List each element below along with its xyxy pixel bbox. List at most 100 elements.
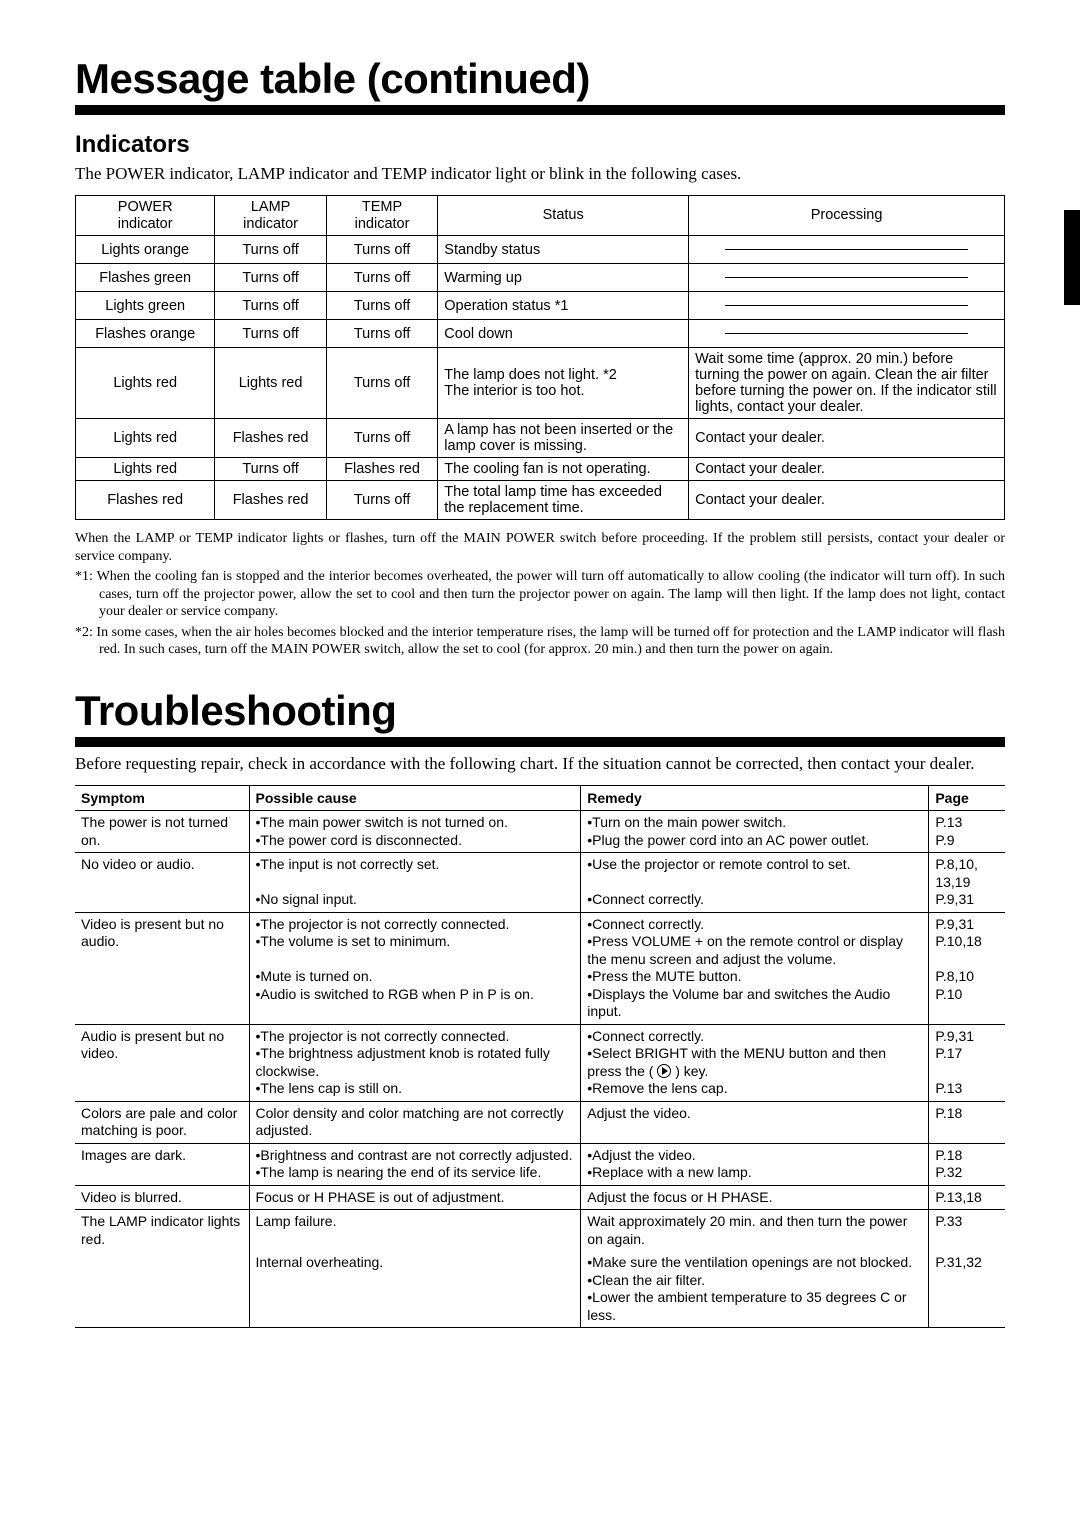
ind-processing — [689, 292, 1005, 320]
trouble-row: Video is present but no audio.•The proje… — [75, 912, 1005, 1024]
dash-line — [725, 249, 968, 250]
page-title-2: Troubleshooting — [75, 687, 1005, 747]
troubleshooting-intro: Before requesting repair, check in accor… — [75, 753, 1005, 775]
trouble-col-header: Remedy — [581, 786, 929, 811]
indicators-intro: The POWER indicator, LAMP indicator and … — [75, 163, 1005, 185]
indicators-heading: Indicators — [75, 131, 1005, 159]
note-line: *2: In some cases, when the air holes be… — [75, 624, 1005, 659]
ind-cell: Lights orange — [76, 236, 215, 264]
remedy-cell: Wait approximately 20 min. and then turn… — [581, 1210, 929, 1252]
ind-processing: Contact your dealer. — [689, 419, 1005, 458]
ind-cell: Turns off — [215, 236, 326, 264]
trouble-row: Colors are pale and color matching is po… — [75, 1101, 1005, 1143]
ind-cell: Lights red — [215, 348, 326, 419]
ind-col-header: Processing — [689, 196, 1005, 236]
ind-row: Flashes redFlashes redTurns offThe total… — [76, 481, 1005, 520]
ind-col-header: Status — [438, 196, 689, 236]
ind-status: A lamp has not been inserted or the lamp… — [438, 419, 689, 458]
ind-processing — [689, 236, 1005, 264]
ind-row: Lights orangeTurns offTurns offStandby s… — [76, 236, 1005, 264]
ind-row: Lights redTurns offFlashes redThe coolin… — [76, 458, 1005, 481]
cause-cell: Color density and color matching are not… — [249, 1101, 581, 1143]
dash-line — [725, 305, 968, 306]
ind-processing — [689, 264, 1005, 292]
trouble-row: The LAMP indicator lights red.Lamp failu… — [75, 1210, 1005, 1252]
ind-cell: Flashes red — [326, 458, 437, 481]
ind-row: Flashes orangeTurns offTurns offCool dow… — [76, 320, 1005, 348]
trouble-col-header: Possible cause — [249, 786, 581, 811]
ind-cell: Turns off — [326, 292, 437, 320]
trouble-col-header: Symptom — [75, 786, 249, 811]
indicators-table: POWERindicatorLAMPindicatorTEMPindicator… — [75, 195, 1005, 520]
page-cell: P.9,31P.10,18P.8,10P.10 — [929, 912, 1005, 1024]
ind-cell: Turns off — [215, 458, 326, 481]
ind-status: Standby status — [438, 236, 689, 264]
remedy-cell: •Use the projector or remote control to … — [581, 853, 929, 913]
symptom-cell: Audio is present but no video. — [75, 1024, 249, 1101]
note-line: When the LAMP or TEMP indicator lights o… — [75, 530, 1005, 565]
ind-processing: Contact your dealer. — [689, 481, 1005, 520]
page-cell: P.8,10,13,19P.9,31 — [929, 853, 1005, 913]
ind-col-header: LAMPindicator — [215, 196, 326, 236]
trouble-row: Video is blurred.Focus or H PHASE is out… — [75, 1185, 1005, 1210]
symptom-cell: The power is not turned on. — [75, 811, 249, 853]
side-tab — [1064, 210, 1080, 305]
remedy-cell: •Turn on the main power switch.•Plug the… — [581, 811, 929, 853]
symptom-cell — [75, 1251, 249, 1328]
cause-cell: •The main power switch is not turned on.… — [249, 811, 581, 853]
page-cell: P.18 — [929, 1101, 1005, 1143]
symptom-cell: The LAMP indicator lights red. — [75, 1210, 249, 1252]
remedy-cell: Adjust the video. — [581, 1101, 929, 1143]
page-cell: P.18P.32 — [929, 1143, 1005, 1185]
ind-status: Warming up — [438, 264, 689, 292]
page-cell: P.31,32 — [929, 1251, 1005, 1328]
remedy-cell: •Make sure the ventilation openings are … — [581, 1251, 929, 1328]
dash-line — [725, 333, 968, 334]
remedy-cell: •Connect correctly.•Press VOLUME + on th… — [581, 912, 929, 1024]
symptom-cell: No video or audio. — [75, 853, 249, 913]
symptom-cell: Video is blurred. — [75, 1185, 249, 1210]
page-cell: P.13,18 — [929, 1185, 1005, 1210]
ind-row: Lights greenTurns offTurns offOperation … — [76, 292, 1005, 320]
ind-processing — [689, 320, 1005, 348]
ind-cell: Turns off — [326, 264, 437, 292]
cause-cell: •Brightness and contrast are not correct… — [249, 1143, 581, 1185]
cause-cell: •The projector is not correctly connecte… — [249, 912, 581, 1024]
cause-cell: Lamp failure. — [249, 1210, 581, 1252]
page-title-1: Message table (continued) — [75, 55, 1005, 115]
ind-row: Lights redFlashes redTurns offA lamp has… — [76, 419, 1005, 458]
ind-cell: Turns off — [326, 320, 437, 348]
symptom-cell: Video is present but no audio. — [75, 912, 249, 1024]
trouble-row: The power is not turned on.•The main pow… — [75, 811, 1005, 853]
trouble-row: Audio is present but no video.•The proje… — [75, 1024, 1005, 1101]
ind-status: The cooling fan is not operating. — [438, 458, 689, 481]
cause-cell: Focus or H PHASE is out of adjustment. — [249, 1185, 581, 1210]
symptom-cell: Images are dark. — [75, 1143, 249, 1185]
ind-col-header: TEMPindicator — [326, 196, 437, 236]
cause-cell: •The projector is not correctly connecte… — [249, 1024, 581, 1101]
ind-row: Flashes greenTurns offTurns offWarming u… — [76, 264, 1005, 292]
ind-cell: Flashes orange — [76, 320, 215, 348]
ind-status: The total lamp time has exceeded the rep… — [438, 481, 689, 520]
ind-cell: Flashes red — [215, 419, 326, 458]
ind-cell: Turns off — [326, 419, 437, 458]
ind-status: Operation status *1 — [438, 292, 689, 320]
ind-cell: Turns off — [326, 236, 437, 264]
play-icon — [657, 1064, 671, 1078]
note-line: *1: When the cooling fan is stopped and … — [75, 568, 1005, 621]
cause-cell: •The input is not correctly set.•No sign… — [249, 853, 581, 913]
ind-processing: Contact your dealer. — [689, 458, 1005, 481]
cause-cell: Internal overheating. — [249, 1251, 581, 1328]
ind-row: Lights redLights redTurns offThe lamp do… — [76, 348, 1005, 419]
ind-cell: Turns off — [215, 264, 326, 292]
ind-cell: Lights red — [76, 458, 215, 481]
remedy-cell: Adjust the focus or H PHASE. — [581, 1185, 929, 1210]
ind-cell: Turns off — [215, 292, 326, 320]
dash-line — [725, 277, 968, 278]
trouble-row: Images are dark.•Brightness and contrast… — [75, 1143, 1005, 1185]
ind-cell: Turns off — [326, 481, 437, 520]
ind-cell: Lights red — [76, 348, 215, 419]
indicators-notes: When the LAMP or TEMP indicator lights o… — [75, 530, 1005, 659]
ind-cell: Turns off — [326, 348, 437, 419]
ind-cell: Turns off — [215, 320, 326, 348]
